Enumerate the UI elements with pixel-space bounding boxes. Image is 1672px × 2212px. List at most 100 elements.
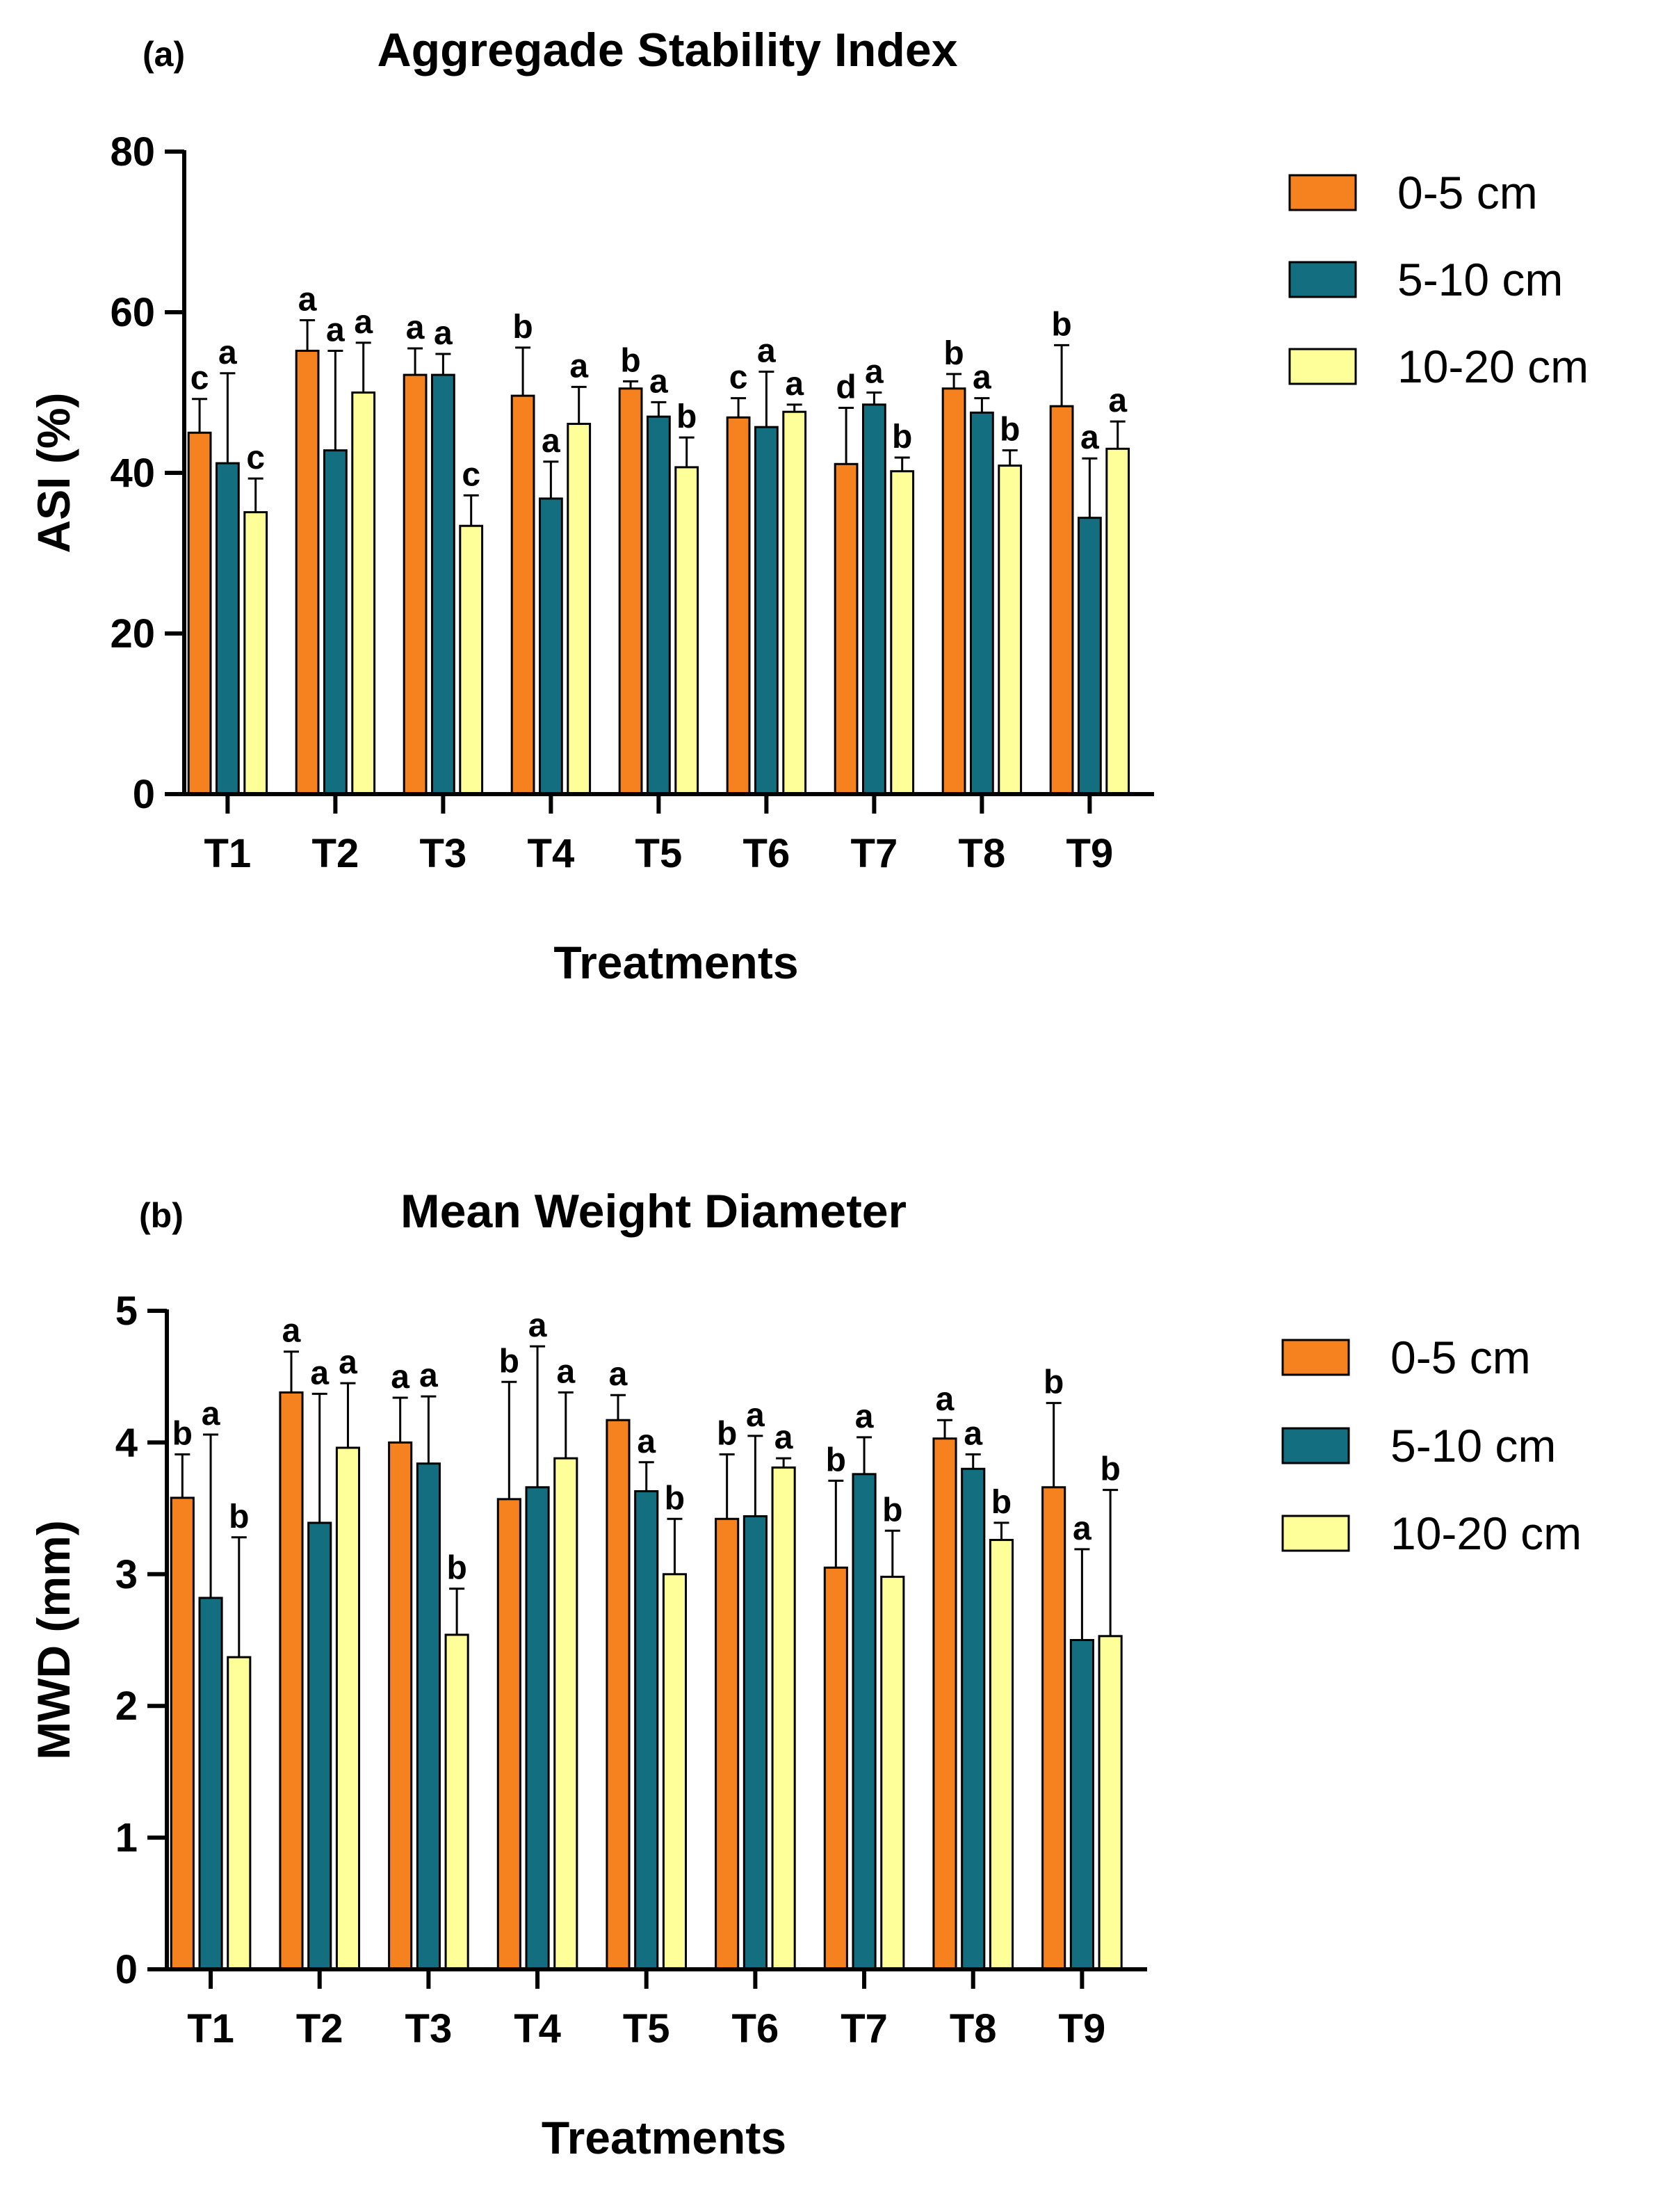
significance-letter: b	[665, 1480, 685, 1517]
bar-T3-0-5 cm	[403, 373, 428, 796]
significance-letter: b	[882, 1492, 902, 1528]
x-tick-label: T6	[732, 2006, 779, 2051]
significance-letter: a	[855, 1398, 874, 1435]
bar-T2-0-5 cm	[279, 1391, 304, 1971]
significance-letter: a	[282, 1313, 301, 1350]
significance-letter: a	[406, 309, 425, 346]
significance-letter: b	[512, 309, 533, 346]
y-axis-title: MWD (mm)	[28, 1520, 79, 1760]
bar-T1-10-20 cm	[227, 1656, 252, 1971]
bar-T7-10-20 cm	[880, 1576, 905, 1971]
bar-T6-0-5 cm	[726, 416, 751, 796]
bar-T8-5-10 cm	[970, 411, 994, 796]
bar-T4-5-10 cm	[525, 1486, 550, 1971]
significance-letter: a	[419, 1357, 438, 1394]
bar-T9-5-10 cm	[1078, 517, 1102, 796]
significance-letter: b	[1100, 1451, 1120, 1488]
legend-label: 0-5 cm	[1397, 167, 1538, 218]
bar-T4-10-20 cm	[553, 1457, 578, 1971]
bar-T4-10-20 cm	[567, 423, 592, 796]
significance-letter: c	[246, 439, 265, 476]
significance-letter: b	[676, 398, 697, 435]
y-tick-label: 0	[133, 772, 155, 817]
legend-swatch-0-5 cm	[1288, 174, 1357, 211]
bar-T5-10-20 cm	[662, 1573, 688, 1971]
significance-letter: a	[637, 1423, 656, 1460]
significance-letter: b	[446, 1550, 466, 1587]
legend-swatch-5-10 cm	[1288, 261, 1357, 298]
bar-T3-0-5 cm	[388, 1441, 413, 1971]
x-tick-label: T1	[204, 831, 252, 876]
bar-T3-5-10 cm	[416, 1462, 441, 1971]
significance-letter: a	[298, 282, 317, 318]
chart-title: Aggregade Stability Index	[377, 24, 957, 76]
y-tick-label: 3	[115, 1552, 138, 1597]
bar-T4-0-5 cm	[510, 394, 535, 796]
significance-letter: c	[729, 360, 748, 396]
x-tick-label: T8	[959, 831, 1006, 876]
significance-letter: b	[172, 1415, 193, 1452]
significance-letter: a	[1073, 1510, 1091, 1547]
bar-T3-10-20 cm	[444, 1633, 469, 1971]
bar-T8-10-20 cm	[989, 1539, 1014, 1971]
bar-T2-0-5 cm	[295, 349, 320, 796]
bar-T7-5-10 cm	[852, 1473, 877, 1971]
significance-letter: a	[785, 366, 804, 403]
significance-letter: c	[190, 360, 209, 397]
x-tick-label: T7	[841, 2006, 888, 2051]
legend-label: 10-20 cm	[1397, 341, 1589, 392]
y-tick-label: 60	[110, 290, 155, 335]
significance-letter: a	[609, 1356, 628, 1393]
y-tick-label: 4	[115, 1420, 138, 1465]
y-tick-label: 80	[110, 129, 155, 175]
legend-swatch-10-20 cm	[1288, 348, 1357, 385]
bar-T2-5-10 cm	[323, 449, 348, 796]
bar-T5-5-10 cm	[647, 415, 671, 796]
bar-T4-0-5 cm	[496, 1498, 521, 1971]
legend-label: 0-5 cm	[1390, 1332, 1531, 1383]
y-axis-title: ASI (%)	[28, 393, 79, 554]
bar-T9-0-5 cm	[1049, 405, 1074, 796]
x-tick-label: T7	[851, 831, 898, 876]
bar-T3-10-20 cm	[459, 524, 484, 796]
x-tick-label: T4	[514, 2006, 561, 2051]
significance-letter: a	[339, 1344, 357, 1381]
x-tick-label: T2	[296, 2006, 343, 2051]
significance-letter: b	[620, 342, 640, 379]
significance-letter: a	[973, 360, 991, 396]
bar-T7-10-20 cm	[890, 470, 915, 796]
significance-letter: b	[229, 1499, 249, 1535]
bar-T1-5-10 cm	[198, 1597, 223, 1971]
significance-letter: c	[462, 456, 480, 493]
bar-T6-5-10 cm	[742, 1515, 768, 1971]
significance-letter: a	[542, 423, 560, 460]
significance-letter: a	[569, 348, 588, 385]
x-tick-label: T5	[623, 2006, 670, 2051]
bar-T6-10-20 cm	[771, 1466, 796, 1971]
x-tick-label: T2	[312, 831, 359, 876]
x-tick-label: T8	[950, 2006, 997, 2051]
significance-letter: b	[991, 1484, 1012, 1521]
bar-T5-0-5 cm	[618, 387, 643, 796]
significance-letter: a	[310, 1355, 329, 1391]
legend-swatch-10-20 cm	[1281, 1515, 1350, 1552]
significance-letter: d	[836, 369, 856, 405]
bar-T3-5-10 cm	[431, 373, 455, 796]
bar-T7-0-5 cm	[834, 462, 859, 796]
bar-T5-0-5 cm	[606, 1419, 631, 1971]
significance-letter: b	[1000, 412, 1020, 449]
significance-letter: a	[528, 1307, 547, 1344]
significance-letter: a	[354, 304, 373, 341]
significance-letter: a	[391, 1359, 409, 1396]
bar-T6-5-10 cm	[754, 426, 779, 796]
bar-T8-5-10 cm	[961, 1467, 986, 1971]
bar-T5-10-20 cm	[674, 466, 699, 796]
bar-T8-0-5 cm	[932, 1437, 957, 1971]
significance-letter: a	[1108, 382, 1127, 419]
chart-title: Mean Weight Diameter	[400, 1185, 907, 1238]
significance-letter: a	[746, 1397, 765, 1434]
y-tick-label: 2	[115, 1684, 138, 1729]
